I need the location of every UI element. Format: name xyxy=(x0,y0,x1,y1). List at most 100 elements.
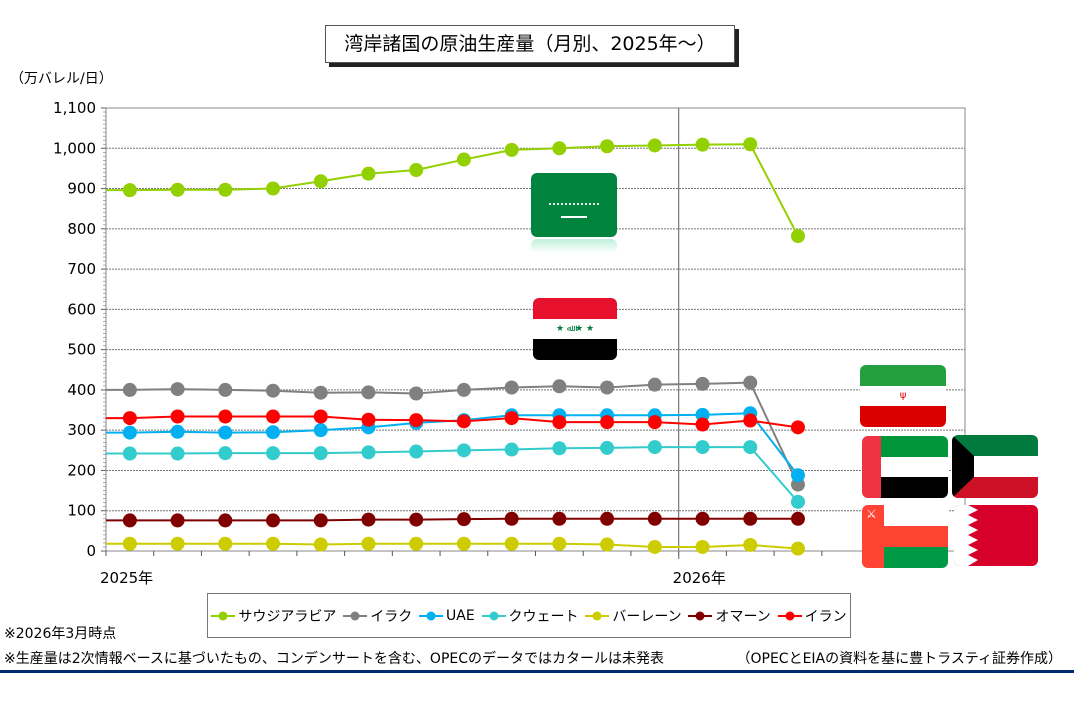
data-point xyxy=(409,163,424,178)
data-point xyxy=(409,536,424,551)
qatar-flag-icon xyxy=(954,505,1038,566)
iran-flag-icon: ψ xyxy=(860,365,946,427)
data-point xyxy=(456,443,471,458)
data-point xyxy=(552,379,567,394)
legend-label: UAE xyxy=(446,607,475,624)
iraq-flag-icon: ★ ﷲ ★ ★ xyxy=(533,298,617,360)
data-point xyxy=(218,409,233,424)
y-tick-label: 900 xyxy=(67,180,96,198)
series-line xyxy=(106,412,799,476)
data-point xyxy=(170,446,185,461)
data-point xyxy=(600,537,615,552)
data-point xyxy=(313,537,328,552)
data-point xyxy=(743,537,758,552)
data-point xyxy=(409,413,424,428)
data-point xyxy=(361,512,376,527)
y-tick-label: 1,000 xyxy=(53,139,96,157)
data-point xyxy=(313,385,328,400)
data-point xyxy=(647,415,662,430)
legend-label: バーレーン xyxy=(612,608,682,625)
data-point xyxy=(504,142,519,157)
data-point xyxy=(456,382,471,397)
data-point xyxy=(600,440,615,455)
legend-item: イラン xyxy=(777,606,847,626)
legend-marker-icon xyxy=(688,611,713,620)
oman-flag-icon: ⚔ xyxy=(862,505,948,568)
data-point xyxy=(218,382,233,397)
series-line xyxy=(106,143,799,237)
legend-label: クウェート xyxy=(508,608,579,625)
legend-marker-icon xyxy=(419,611,444,620)
data-point xyxy=(695,376,710,391)
data-point xyxy=(313,423,328,438)
data-point xyxy=(361,166,376,181)
data-point xyxy=(743,413,758,428)
uae-flag-icon xyxy=(862,436,948,498)
data-point xyxy=(743,375,758,390)
series-line xyxy=(106,542,799,550)
y-tick-label: 600 xyxy=(67,300,96,318)
x-tick-label: 2026年 xyxy=(673,569,726,587)
data-point xyxy=(170,409,185,424)
data-point xyxy=(313,446,328,461)
data-point xyxy=(600,511,615,526)
data-point xyxy=(122,382,137,397)
data-point xyxy=(409,512,424,527)
series-line xyxy=(106,415,799,429)
saudi-arabia-flag-icon xyxy=(531,173,617,237)
series-line xyxy=(106,446,799,503)
legend-marker-icon xyxy=(481,611,506,620)
data-point xyxy=(361,385,376,400)
data-point xyxy=(504,536,519,551)
legend-label: イラク xyxy=(370,608,413,625)
data-point xyxy=(790,229,805,244)
data-point xyxy=(266,536,281,551)
data-point xyxy=(790,468,805,483)
data-point xyxy=(790,494,805,509)
data-point xyxy=(552,141,567,156)
y-tick-label: 200 xyxy=(67,461,96,479)
data-point xyxy=(552,441,567,456)
data-point xyxy=(122,446,137,461)
data-point xyxy=(790,420,805,435)
data-point xyxy=(170,424,185,439)
kuwait-flag-icon xyxy=(952,435,1038,498)
data-point xyxy=(647,138,662,153)
as-of-note: ※2026年3月時点 xyxy=(4,626,117,642)
y-tick-label: 800 xyxy=(67,220,96,238)
legend-item: サウジアラビア xyxy=(211,606,336,626)
legend-item: バーレーン xyxy=(585,606,682,626)
data-point xyxy=(790,541,805,556)
data-point xyxy=(647,511,662,526)
data-point xyxy=(695,440,710,455)
data-point xyxy=(552,511,567,526)
y-tick-label: 0 xyxy=(86,542,96,560)
data-point xyxy=(504,442,519,457)
legend-label: サウジアラビア xyxy=(238,608,337,625)
data-point xyxy=(170,182,185,197)
data-point xyxy=(504,411,519,426)
data-point xyxy=(313,409,328,424)
data-point xyxy=(456,414,471,429)
data-point xyxy=(743,440,758,455)
legend-label: オマーン xyxy=(715,608,771,625)
data-point xyxy=(361,536,376,551)
data-point xyxy=(266,425,281,440)
legend-marker-icon xyxy=(343,611,368,620)
data-point xyxy=(695,539,710,554)
data-point xyxy=(695,511,710,526)
data-point xyxy=(313,513,328,528)
data-point xyxy=(504,511,519,526)
legend-item: イラク xyxy=(343,606,412,626)
data-point xyxy=(266,383,281,398)
data-point xyxy=(170,536,185,551)
data-point xyxy=(743,137,758,152)
series-line xyxy=(106,517,798,522)
y-tick-label: 100 xyxy=(67,502,96,520)
data-point xyxy=(313,174,328,189)
data-point xyxy=(122,411,137,426)
y-tick-label: 300 xyxy=(67,421,96,439)
legend: サウジアラビア イラク UAE クウェート バーレーン オマーン イラン xyxy=(207,593,851,638)
data-point xyxy=(122,425,137,440)
data-point xyxy=(218,446,233,461)
